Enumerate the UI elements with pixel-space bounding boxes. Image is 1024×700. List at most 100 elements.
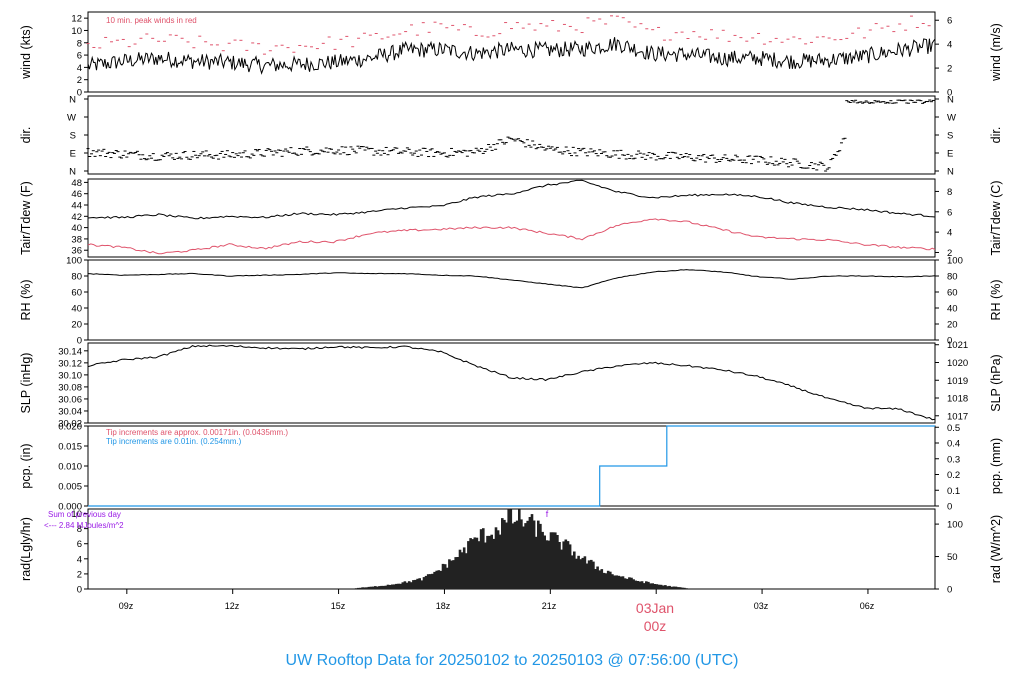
pcp-annotation-red: Tip increments are approx. 0.00171in. (0…: [106, 428, 288, 437]
radiation-bar: [585, 563, 589, 589]
left-tick-label: 46: [71, 189, 82, 200]
rad-annotation-line1: Sum of previous day: [48, 510, 121, 519]
radiation-bar: [363, 587, 366, 589]
radiation-bar: [359, 587, 362, 589]
radiation-bar: [530, 514, 534, 589]
radiation-bar: [659, 584, 663, 589]
radiation-bar: [619, 576, 623, 589]
radiation-bar: [431, 573, 434, 589]
radiation-bar: [518, 509, 521, 589]
radiation-bar: [437, 570, 441, 589]
radiation-bar: [357, 587, 360, 589]
radiation-bar: [452, 560, 455, 589]
radiation-bar: [545, 540, 549, 589]
temp-right-axis-label: Tair/Tdew (C): [989, 180, 1003, 255]
left-tick-label: 48: [71, 178, 82, 189]
radiation-bar: [384, 585, 388, 589]
right-tick-label: 60: [947, 288, 958, 299]
radiation-bar: [547, 540, 551, 589]
panel-frame: [87, 342, 936, 424]
left-tick-label: 10: [71, 26, 82, 37]
left-tick-label: N: [69, 95, 76, 106]
right-tick-label: 0: [947, 336, 952, 347]
radiation-bar: [422, 577, 426, 589]
right-tick-label: 6: [947, 16, 952, 27]
radiation-bar: [606, 570, 610, 589]
left-tick-label: 30.08: [58, 382, 82, 393]
radiation-bar: [681, 587, 684, 589]
radiation-bar: [420, 580, 424, 589]
radiation-bar: [374, 586, 377, 589]
radiation-bar: [511, 523, 515, 589]
radiation-bar: [424, 575, 428, 589]
radiation-bar: [568, 544, 572, 589]
left-tick-label: 8: [77, 38, 82, 49]
radiation-bar: [685, 588, 688, 589]
right-tick-label: 1018: [947, 394, 968, 405]
slp-right-axis-label: SLP (hPa): [989, 354, 1003, 411]
rad-annotation-line2: <--- 2.84 MJoules/m^2: [44, 521, 124, 530]
radiation-bar: [526, 520, 529, 589]
radiation-bar: [617, 575, 621, 589]
right-tick-label: 0: [947, 585, 952, 596]
radiation-bar: [429, 574, 432, 589]
radiation-bar: [486, 535, 489, 589]
radiation-bar: [534, 536, 538, 589]
right-tick-label: 6: [947, 207, 952, 218]
radiation-bar: [369, 586, 373, 589]
right-tick-label: 1020: [947, 358, 968, 369]
right-tick-label: W: [947, 113, 956, 124]
radiation-bar: [598, 570, 601, 589]
slp-left-axis-label: SLP (inHg): [19, 353, 33, 414]
left-tick-label: 60: [71, 288, 82, 299]
radiation-bar: [647, 581, 650, 589]
radiation-bar: [505, 522, 508, 589]
radiation-bar: [676, 587, 680, 589]
radiation-bar: [611, 574, 614, 589]
radiation-bar: [657, 584, 661, 589]
radiation-bar: [405, 582, 409, 589]
radiation-bar: [462, 547, 466, 589]
radiation-bar: [494, 527, 498, 589]
radiation-bar: [498, 534, 502, 589]
right-tick-label: N: [947, 95, 954, 106]
radiation-bar: [583, 556, 587, 589]
right-tick-label: 0.3: [947, 454, 960, 465]
right-tick-label: 1017: [947, 411, 968, 422]
right-tick-label: 100: [947, 256, 963, 267]
radiation-bar: [632, 579, 635, 589]
radiation-bar: [630, 577, 633, 589]
rh-line: [87, 269, 936, 289]
radiation-bar: [592, 561, 595, 589]
wind-left-axis-label: wind (kts): [19, 25, 33, 79]
radiation-bar: [439, 570, 443, 589]
radiation-bar: [382, 585, 385, 589]
radiation-bar: [386, 584, 390, 589]
dewpoint-line: [87, 218, 936, 255]
left-tick-label: N: [69, 167, 76, 178]
precip-line: [88, 425, 935, 507]
radiation-bar: [564, 539, 568, 589]
radiation-bar: [448, 559, 451, 589]
left-tick-label: 40: [71, 304, 82, 315]
radiation-bar: [655, 584, 659, 589]
radiation-bar: [602, 572, 606, 589]
left-tick-label: 0.005: [58, 482, 82, 493]
radiation-bar: [537, 520, 540, 589]
right-tick-label: N: [947, 167, 954, 178]
x-axis: 09z 12z 15z 18z 21z 03z 06z 03Jan 00z: [119, 600, 875, 634]
x-tick-label: 03z: [754, 601, 769, 611]
radiation-bar: [471, 539, 474, 589]
radiation-bar: [587, 560, 591, 589]
left-tick-label: 8: [77, 524, 82, 535]
left-tick-label: 30.10: [58, 370, 82, 381]
radiation-bar: [634, 580, 637, 589]
panel-frame: [87, 259, 936, 341]
day-label: 03Jan: [636, 600, 674, 616]
right-tick-label: 50: [947, 552, 958, 563]
radiation-bar: [645, 581, 648, 589]
radiation-bar: [380, 585, 383, 589]
radiation-bar: [539, 523, 542, 589]
right-tick-label: 4: [947, 40, 952, 51]
